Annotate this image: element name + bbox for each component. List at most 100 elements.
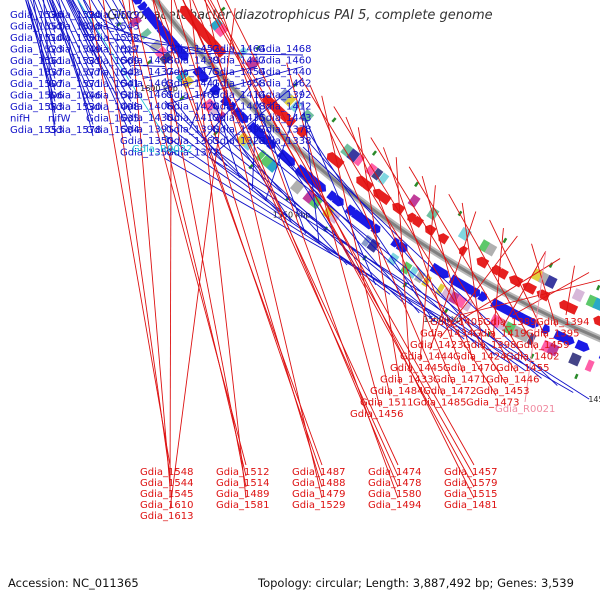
reverse-cog-block	[277, 88, 293, 104]
gene-label: Gdia_1469	[166, 90, 219, 101]
leader-line	[152, 0, 247, 488]
forward-gene-arrow	[560, 333, 575, 346]
forward-gene-arrow	[254, 128, 265, 140]
forward-cog-block	[584, 359, 595, 373]
forward-cog-block	[259, 153, 275, 169]
gene-label: Gdia_1398	[463, 340, 516, 351]
reverse-gene-arrow	[296, 126, 309, 139]
leader-line	[173, 0, 323, 488]
gene-label: Gdia_1363	[166, 136, 219, 147]
gc-marker	[486, 331, 492, 338]
gene-label: Gdia_1445	[390, 363, 443, 374]
gene-label: Gdia_1391	[120, 125, 173, 136]
gene-label: Gdia_1531	[48, 56, 101, 67]
gene-label: Gdia_1515	[444, 489, 497, 500]
ruler-tick-label: 1500 kbp	[423, 315, 461, 324]
reverse-cog-block	[478, 239, 491, 253]
gene-label: Gdia_1463	[120, 79, 173, 90]
gene-label: Gdia_1402	[506, 352, 559, 363]
gene-label: Gdia_1454	[212, 67, 265, 78]
gene-label: Gdia_1439	[166, 56, 219, 67]
leader-line	[302, 146, 558, 386]
leader-line	[345, 116, 454, 385]
leader-line	[512, 272, 590, 316]
leader-line	[43, 0, 56, 137]
forward-cog-block	[568, 352, 582, 367]
gene-label: Gdia_1536	[10, 10, 63, 21]
forward-cog-block	[407, 266, 419, 279]
gene-label: Gdia_1581	[216, 500, 269, 511]
gene-label: Gdia_1610	[140, 500, 193, 511]
gc-marker	[255, 45, 261, 51]
reverse-cog-block	[284, 94, 297, 108]
gene-label: Gdia_1458	[212, 79, 265, 90]
leader-line	[210, 89, 240, 178]
leader-line	[448, 193, 537, 350]
gene-label: Gdia_1529	[292, 500, 345, 511]
leader-line	[27, 0, 56, 114]
gene-label: Gdia_1424	[453, 352, 506, 363]
forward-cog-block	[510, 325, 524, 339]
reverse-gene-arrow	[412, 215, 424, 228]
leader-line	[449, 258, 561, 327]
reverse-cog-block	[346, 148, 361, 163]
gene-label: Gdia_1511	[360, 398, 413, 409]
gene-label: nifW	[48, 114, 71, 125]
leader-line	[165, 66, 304, 105]
label-leader-lines	[25, 0, 600, 510]
forward-cog-block	[180, 75, 195, 89]
leader-line	[72, 0, 132, 102]
gene-label: Gdia_1517	[86, 45, 139, 56]
leader-line	[164, 135, 450, 332]
reverse-gene-arrow	[491, 264, 502, 276]
gene-label: Gdia_1433	[380, 375, 433, 386]
leader-line	[120, 51, 304, 56]
gene-label: rpsI	[120, 44, 139, 55]
gene-label: Gdia_1420	[166, 102, 219, 113]
forward-gene-arrow	[344, 204, 356, 216]
gene-label: Gdia_1507	[10, 79, 63, 90]
gene-label: Gdia_1510	[10, 33, 63, 44]
gene-label: Gdia_1484	[370, 386, 423, 397]
leader-line	[158, 0, 323, 477]
leader-line	[169, 0, 172, 499]
gene-label: Gdia_1549	[48, 45, 101, 56]
leader-line	[382, 147, 464, 373]
gene-label: Gdia_1459	[516, 340, 569, 351]
reverse-cog-block	[371, 167, 384, 181]
gene-label: Gdia_1569	[86, 56, 139, 67]
gene-label: Gdia_1435	[212, 113, 265, 124]
reverse-cog-block	[571, 288, 585, 303]
gene-label: Gdia_1488	[292, 478, 345, 489]
forward-cog-block	[236, 131, 251, 147]
gene-label: Gdia_1468	[258, 44, 311, 55]
leader-line	[48, 0, 94, 114]
leader-line	[204, 0, 323, 499]
gc-marker	[502, 237, 508, 244]
leader-line	[297, 73, 497, 396]
gc-marker	[331, 117, 337, 123]
map-title: Gluconacetobacter diazotrophicus PAI 5, …	[107, 8, 493, 23]
forward-cog-block	[148, 39, 163, 53]
gene-label: Gdia_1579	[444, 478, 497, 489]
forward-cog-block	[435, 283, 446, 296]
leader-line	[164, 112, 334, 256]
gene-label: Gdia_1457	[444, 467, 497, 478]
gene-label: Gdia_1520	[48, 10, 101, 21]
leader-line	[142, 66, 212, 79]
gene-label: Gdia_1408	[212, 102, 265, 113]
reverse-cog-block	[340, 143, 355, 159]
gc-marker	[414, 181, 419, 188]
gene-label: Gdia_1461	[120, 90, 173, 101]
gene-label: Gdia_1434	[420, 329, 473, 340]
leader-line	[216, 0, 399, 499]
ruler-tick-label: 1550 kbp	[273, 211, 311, 220]
gene-label: Gdia_1472	[423, 386, 476, 397]
forward-cog-block	[208, 104, 222, 118]
leader-line	[207, 0, 475, 488]
gene-label: Gdia_1577	[48, 68, 101, 79]
leader-line	[128, 0, 171, 488]
reverse-cog-block	[484, 242, 498, 257]
gene-label: Gdia_1498	[86, 102, 139, 113]
